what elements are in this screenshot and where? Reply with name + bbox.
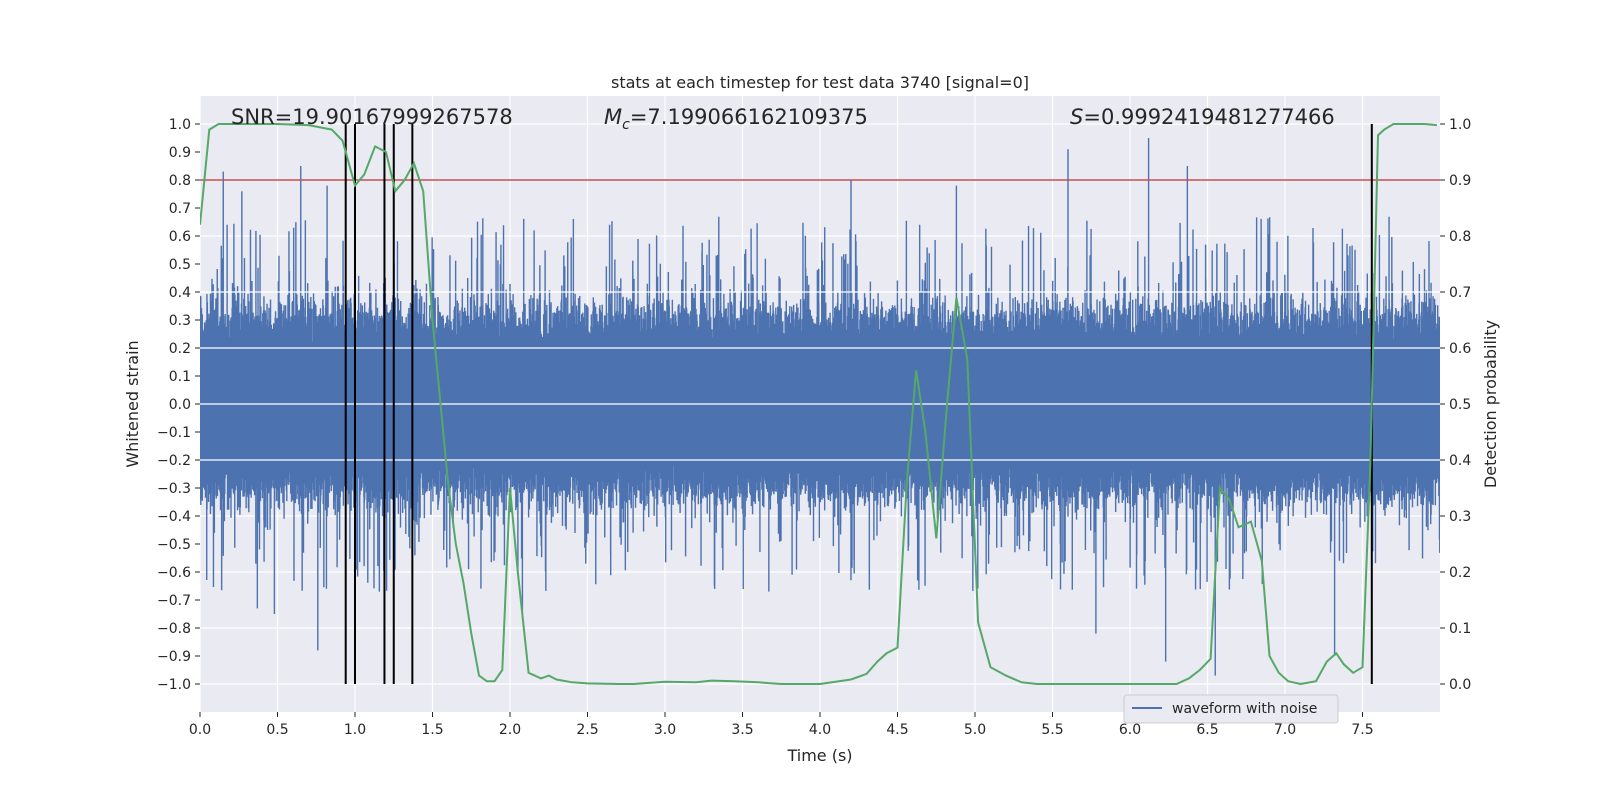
score-annotation: S=0.9992419481277466 [1070,105,1335,129]
y2-tick-label: 0.3 [1449,509,1471,525]
x-tick-label: 3.0 [654,722,676,738]
y-tick-label: −0.9 [157,649,191,665]
y2-axis-ticks: 0.0 0.1 0.2 0.3 0.4 0.5 0.6 0.7 0.8 0.9 1.0 [1440,117,1471,693]
y-tick-label: 0.4 [169,285,191,301]
y2-tick-label: 0.8 [1449,229,1471,245]
x-axis-ticks: 0.0 0.5 1.0 1.5 2.0 2.5 3.0 3.5 4.0 4.5 5.0 5.5 6.0 6… [189,712,1374,738]
y-tick-label: 0.8 [169,173,191,189]
x-tick-label: 6.0 [1119,722,1141,738]
y-tick-label: 0.9 [169,145,191,161]
x-tick-label: 2.0 [499,722,521,738]
y2-tick-label: 0.5 [1449,397,1471,413]
y-tick-label: −0.6 [157,565,191,581]
legend-label: waveform with noise [1172,701,1317,717]
x-tick-label: 5.0 [964,722,986,738]
x-tick-label: 0.0 [189,722,211,738]
chart-title: stats at each timestep for test data 374… [611,73,1029,92]
y2-tick-label: 0.1 [1449,621,1471,637]
y-tick-label: −0.2 [157,453,191,469]
y2-axis-label: Detection probability [1481,320,1500,488]
x-tick-label: 3.5 [731,722,753,738]
y2-tick-label: 0.0 [1449,677,1471,693]
y-tick-label: 0.5 [169,257,191,273]
x-tick-label: 7.5 [1351,722,1373,738]
snr-annotation: SNR=19.90167999267578 [231,105,513,129]
y-tick-label: −0.8 [157,621,191,637]
waveform-series [200,138,1440,676]
x-tick-label: 6.5 [1196,722,1218,738]
vertical-markers [344,124,1373,684]
x-tick-label: 1.5 [421,722,443,738]
legend-box [1123,694,1339,724]
y-tick-label: −1.0 [157,677,191,693]
y-tick-label: −0.3 [157,481,191,497]
x-tick-label: 2.5 [576,722,598,738]
y-tick-label: 0.0 [169,397,191,413]
y2-tick-label: 0.4 [1449,453,1471,469]
y2-tick-label: 0.9 [1449,173,1471,189]
y-axis-label: Whitened strain [123,340,142,467]
chirp-mass-annotation: Mc=7.199066162109375 [604,105,868,133]
detection-probability-line [200,123,1437,686]
y-tick-label: −0.1 [157,425,191,441]
y-tick-label: 0.1 [169,369,191,385]
x-tick-label: 1.0 [344,722,366,738]
legend: waveform with noise [1123,694,1339,724]
y-tick-label: 0.7 [169,201,191,217]
y2-tick-label: 0.2 [1449,565,1471,581]
y-tick-label: 1.0 [169,117,191,133]
y-axis-ticks: −1.0 −0.9 −0.8 −0.7 −0.6 −0.5 −0.4 −0.3 −0.2 −0.1… [157,117,200,693]
x-axis-label: Time (s) [786,746,852,765]
x-tick-label: 7.0 [1274,722,1296,738]
y2-tick-label: 1.0 [1449,117,1471,133]
y-tick-label: 0.2 [169,341,191,357]
x-tick-label: 0.5 [266,722,288,738]
y2-tick-label: 0.7 [1449,285,1471,301]
x-tick-label: 4.0 [809,722,831,738]
x-tick-label: 5.5 [1041,722,1063,738]
y-tick-label: 0.3 [169,313,191,329]
x-tick-label: 4.5 [886,722,908,738]
y2-tick-label: 0.6 [1449,341,1471,357]
y-tick-label: −0.4 [157,509,191,525]
y-tick-label: −0.7 [157,593,191,609]
y-tick-label: −0.5 [157,537,191,553]
y-tick-label: 0.6 [169,229,191,245]
